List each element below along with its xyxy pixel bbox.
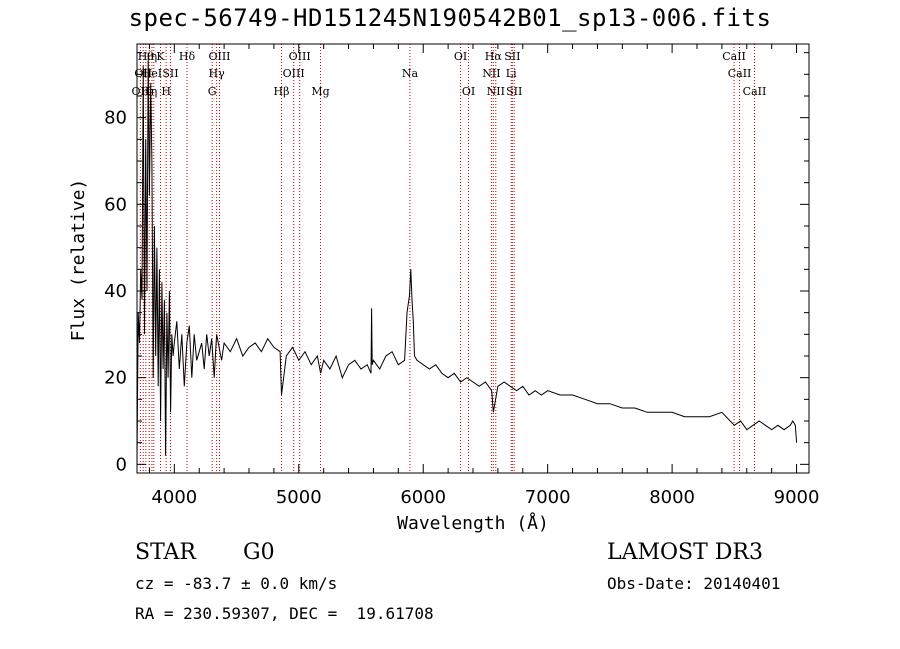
obs-date: Obs-Date: 20140401	[607, 574, 781, 593]
line-marker-label: K	[156, 50, 165, 63]
x-tick-label: 5000	[276, 487, 322, 508]
line-marker-label: SII	[162, 67, 178, 80]
line-marker-label: CaII	[728, 67, 752, 80]
line-marker-label: Hδ	[179, 50, 196, 63]
line-marker-label: NII	[487, 85, 505, 98]
line-marker-label: η	[151, 50, 158, 63]
x-tick-label: 4000	[151, 487, 197, 508]
line-marker-label: OII	[132, 85, 150, 98]
star-class: STAR	[135, 540, 196, 565]
x-tick-label: 7000	[525, 487, 571, 508]
chart-title: spec-56749-HD151245N190542B01_sp13-006.f…	[128, 4, 772, 32]
x-tick-label: 8000	[649, 487, 695, 508]
line-marker-label: SII	[504, 50, 520, 63]
line-marker-label: OIII	[289, 50, 311, 63]
redshift-cz: cz = -83.7 ± 0.0 km/s	[135, 574, 338, 593]
y-tick-label: 80	[104, 108, 127, 129]
y-tick-label: 0	[116, 454, 127, 475]
line-marker-label: Hη	[141, 85, 157, 98]
line-marker-label: HeI	[142, 67, 162, 80]
line-markers	[139, 44, 755, 473]
ra-dec-coords: RA = 230.59307, DEC = 19.61708	[135, 604, 434, 623]
survey-name: LAMOST DR3	[607, 540, 763, 565]
line-marker-label: Mg	[311, 85, 329, 98]
line-marker-label: OI	[454, 50, 467, 63]
line-marker-label: Hβ	[274, 85, 290, 98]
x-tick-label: 6000	[400, 487, 446, 508]
line-marker-label: G	[208, 85, 217, 98]
line-marker-label: Hγ	[209, 67, 226, 80]
line-marker-label: Na	[402, 67, 419, 80]
x-axis-ticks: 4000 5000 6000 7000 8000 9000	[148, 44, 820, 508]
plot-frame	[136, 43, 810, 474]
y-axis-label: Flux (relative)	[68, 179, 89, 342]
line-marker-label: SII	[506, 85, 522, 98]
y-tick-label: 60	[104, 194, 127, 215]
x-axis-label: Wavelength (Å)	[397, 512, 549, 534]
line-marker-label: Hθ	[138, 50, 155, 63]
y-axis-ticks: 0 20 40 60 80	[104, 52, 809, 475]
star-subclass: G0	[243, 540, 275, 565]
line-marker-label: NII	[482, 67, 500, 80]
y-tick-label: 20	[104, 368, 127, 389]
line-marker-label: Li	[506, 67, 517, 80]
line-marker-label: CaII	[743, 85, 767, 98]
line-marker-label: CaII	[722, 50, 746, 63]
line-marker-label: OIII	[208, 50, 230, 63]
line-marker-label: OIII	[283, 67, 305, 80]
spectrum-series-line	[136, 52, 798, 465]
x-tick-label: 9000	[774, 487, 820, 508]
y-tick-label: 40	[104, 281, 127, 302]
line-marker-label: H	[161, 85, 171, 98]
line-marker-label: OI	[462, 85, 475, 98]
line-marker-label: Hα	[485, 50, 503, 63]
